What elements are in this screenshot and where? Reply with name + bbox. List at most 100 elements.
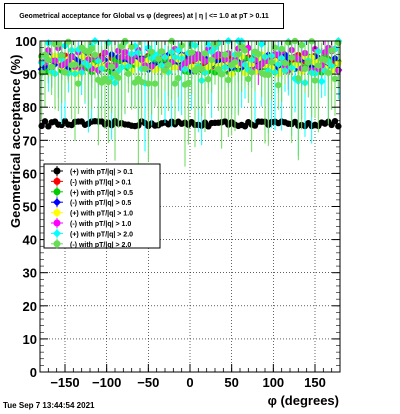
data-point <box>301 65 309 73</box>
data-point <box>335 39 342 46</box>
data-point <box>325 69 332 76</box>
y-tick-label: 100 <box>15 34 37 49</box>
data-point <box>235 50 242 58</box>
y-tick-label: 80 <box>23 100 37 115</box>
x-tick-label: 0 <box>186 375 193 390</box>
data-point <box>215 65 222 73</box>
data-point <box>218 71 225 78</box>
data-point <box>171 80 179 87</box>
data-point <box>321 56 329 64</box>
data-point <box>201 50 209 57</box>
data-point <box>331 75 339 83</box>
data-point <box>161 67 169 74</box>
data-point <box>58 52 65 59</box>
data-point <box>71 61 79 68</box>
legend-marker <box>53 177 61 185</box>
x-tick-label: −100 <box>92 375 121 390</box>
legend-marker <box>53 219 61 227</box>
x-tick-label: 150 <box>304 375 326 390</box>
data-point <box>108 63 115 70</box>
legend-marker <box>53 209 61 217</box>
x-axis-label: φ (degrees) <box>268 393 339 408</box>
data-point <box>75 80 82 87</box>
x-tick-label: −50 <box>137 375 159 390</box>
y-tick-label: 50 <box>23 200 37 215</box>
data-point <box>245 75 252 83</box>
timestamp: Tue Sep 7 13:44:54 2021 <box>3 401 95 410</box>
legend-marker <box>53 240 61 248</box>
title-box: Geometrical acceptance for Global vs φ (… <box>4 3 284 29</box>
data-point <box>145 80 152 87</box>
data-point <box>125 70 132 77</box>
y-tick-label: 90 <box>23 67 37 82</box>
data-point <box>221 51 229 58</box>
data-point <box>271 44 279 51</box>
data-point <box>331 117 339 125</box>
legend-marker <box>53 198 61 207</box>
axes: −150 −100 −50 0 50 100 150 0 10 20 30 40 50 60 70 80 90 1… <box>15 34 341 390</box>
data-point <box>225 76 232 84</box>
data-point <box>61 69 69 76</box>
x-tick-label: 100 <box>262 375 284 390</box>
data-point <box>175 74 182 82</box>
data-points <box>37 37 343 167</box>
legend-label: (+) with pT/|q| > 1.0 <box>70 211 133 218</box>
data-point <box>315 62 322 69</box>
legend-label: (-) with pT/|q| > 0.1 <box>70 179 131 186</box>
y-tick-label: 20 <box>23 299 37 314</box>
data-point <box>141 65 149 72</box>
data-point <box>205 76 212 83</box>
data-point <box>41 51 49 59</box>
data-point <box>148 48 155 56</box>
legend-label: (+) with pT/|q| > 0.1 <box>70 169 133 176</box>
y-tick-label: 70 <box>23 133 37 148</box>
series-0 <box>38 117 342 130</box>
data-point <box>231 58 239 66</box>
data-point <box>128 43 135 51</box>
series-7 <box>38 37 342 167</box>
y-tick-label: 40 <box>23 233 37 248</box>
data-point <box>317 77 326 86</box>
data-point <box>178 42 185 49</box>
data-point <box>208 56 215 64</box>
data-point <box>115 74 122 81</box>
data-point <box>45 57 52 64</box>
y-tick-label: 0 <box>30 365 37 380</box>
data-point <box>65 38 72 45</box>
data-point <box>257 40 266 49</box>
data-point <box>151 80 159 87</box>
legend-label: (-) with pT/|q| > 1.0 <box>70 221 131 228</box>
data-point <box>311 77 319 84</box>
y-tick-label: 30 <box>23 266 37 281</box>
y-tick-label: 60 <box>23 166 37 181</box>
data-point <box>265 71 272 79</box>
data-point <box>298 41 305 49</box>
data-point <box>48 63 55 70</box>
data-point <box>305 59 312 66</box>
data-point <box>188 49 195 56</box>
legend-label: (+) with pT/|q| > 0.5 <box>70 190 133 197</box>
data-point <box>185 79 192 87</box>
data-point <box>118 43 125 50</box>
data-point <box>241 47 249 54</box>
data-point <box>165 61 172 68</box>
chart-title: Geometrical acceptance for Global vs φ (… <box>19 13 269 20</box>
legend-marker <box>53 167 61 175</box>
data-point <box>198 65 205 73</box>
x-tick-label: −150 <box>50 375 79 390</box>
data-point <box>138 78 145 86</box>
data-point <box>288 54 295 61</box>
data-point <box>268 58 275 66</box>
data-point <box>155 55 162 63</box>
legend: (+) with pT/|q| > 0.1 (-) with pT/|q| > 0… <box>43 163 161 249</box>
data-point <box>285 39 292 46</box>
legend-box <box>43 163 161 249</box>
data-point <box>278 45 285 53</box>
legend-label: (+) with pT/|q| > 2.0 <box>70 231 133 238</box>
data-point <box>88 45 95 53</box>
data-point <box>328 47 335 54</box>
data-point <box>105 78 112 86</box>
data-point <box>55 40 62 48</box>
data-point <box>295 75 302 82</box>
